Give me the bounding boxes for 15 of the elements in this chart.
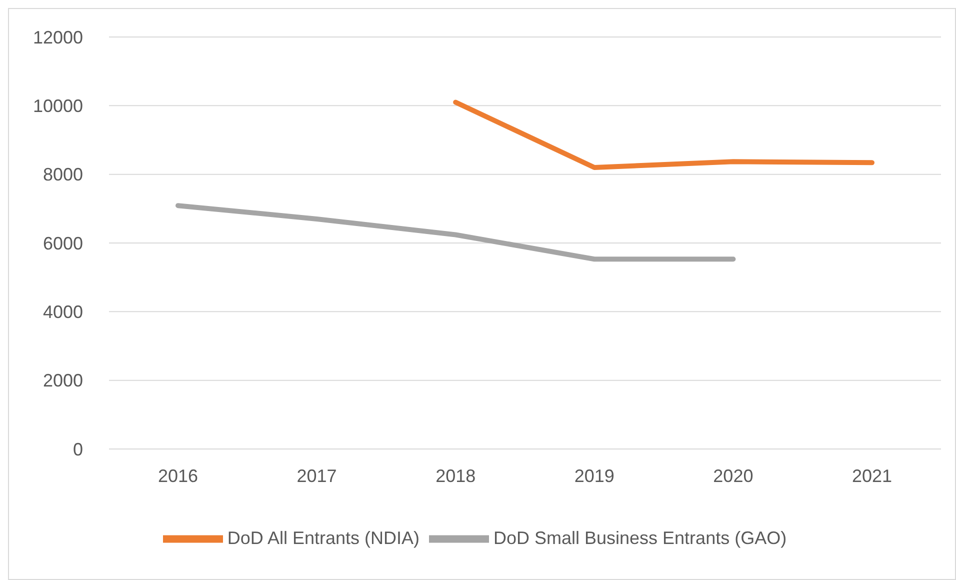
y-tick-label: 2000: [42, 370, 83, 391]
x-tick-label: 2018: [436, 466, 476, 486]
x-tick-label: 2016: [158, 466, 198, 486]
y-tick-label: 6000: [42, 233, 83, 254]
y-tick-label: 8000: [42, 164, 83, 185]
x-tick-label: 2021: [852, 466, 892, 486]
x-tick-label: 2020: [713, 466, 754, 486]
y-tick-label: 10000: [32, 96, 83, 116]
y-tick-label: 4000: [42, 302, 83, 322]
x-tick-label: 2019: [574, 466, 614, 486]
legend-label: DoD Small Business Entrants (GAO): [493, 528, 787, 548]
y-tick-label: 0: [72, 439, 83, 460]
legend-label: DoD All Entrants (NDIA): [227, 528, 420, 548]
x-tick-label: 2017: [296, 466, 337, 486]
y-tick-label: 12000: [32, 27, 83, 48]
